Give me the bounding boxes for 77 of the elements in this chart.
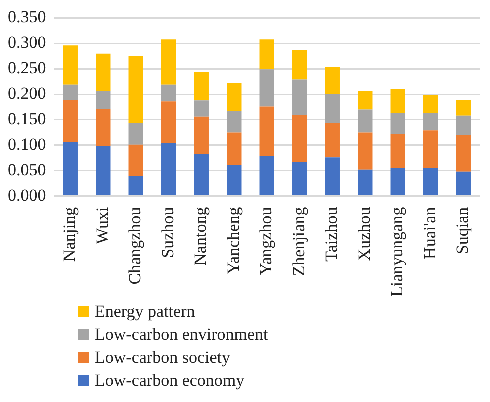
bar: [292, 50, 308, 80]
y-tick-label: 0.250: [8, 58, 46, 78]
x-tick-label: Xuzhou: [354, 206, 374, 262]
bar: [325, 158, 340, 196]
bar: [96, 146, 111, 196]
bar: [63, 100, 78, 142]
bar: [292, 80, 308, 116]
bar: [260, 40, 274, 70]
x-tick-label: Wuxi: [92, 207, 112, 244]
bar: [292, 115, 308, 162]
bar: [194, 116, 209, 154]
bar: [260, 106, 274, 156]
bar: [260, 70, 274, 107]
legend-label: Low-carbon economy: [95, 370, 245, 390]
bar: [227, 83, 242, 112]
y-tick-label: 0.200: [8, 84, 46, 103]
x-tick-label: Nantong: [191, 206, 210, 266]
bar: [194, 154, 209, 196]
x-tick-label: Changzhou: [126, 206, 145, 285]
bar: [128, 144, 144, 176]
bar: [260, 156, 274, 196]
bar: [456, 116, 471, 136]
bar: [456, 172, 471, 196]
bar: [96, 54, 111, 92]
x-tick-label: Yangzhou: [256, 206, 276, 276]
bar: [96, 109, 111, 146]
bar: [358, 110, 373, 133]
bar: [325, 123, 340, 158]
bar: [390, 168, 406, 196]
bar: [63, 142, 78, 196]
legend-label: Low-carbon environment: [95, 324, 268, 344]
bar: [292, 162, 308, 196]
x-tick-label: Suzhou: [158, 206, 178, 258]
bar: [358, 90, 373, 110]
bar: [227, 165, 242, 196]
x-tick-label: Lianyungang: [388, 206, 407, 298]
bar: [227, 111, 242, 133]
bar: [128, 56, 144, 124]
bar: [424, 130, 438, 168]
bar: [390, 113, 406, 134]
bar: [128, 123, 144, 145]
bar: [456, 135, 471, 172]
bar: [63, 84, 78, 100]
bar: [63, 46, 78, 85]
bar: [424, 96, 438, 114]
bar: [456, 100, 471, 116]
x-tick-label: Taizhou: [322, 206, 342, 262]
bar: [390, 89, 406, 114]
y-tick-label: 0.000: [8, 186, 46, 205]
y-tick-label: 0.350: [8, 8, 46, 27]
bar: [325, 68, 340, 94]
bar: [162, 102, 176, 144]
legend-label: Low-carbon society: [95, 348, 230, 368]
bar: [358, 170, 373, 196]
bar: [325, 94, 340, 124]
bar: [390, 134, 406, 168]
bar: [194, 100, 209, 117]
x-tick-label: Suqian: [453, 206, 472, 255]
bar: [227, 132, 242, 166]
y-tick-label: 0.100: [8, 134, 46, 154]
x-tick-label: Huai'an: [420, 206, 440, 260]
x-tick-label: Zhenjiang: [289, 206, 308, 276]
bar: [96, 91, 111, 110]
bar: [424, 168, 438, 196]
bar: [358, 132, 373, 170]
bar: [162, 143, 176, 196]
x-tick-label: Yancheng: [224, 206, 243, 275]
bar: [162, 84, 176, 102]
bar: [128, 176, 144, 196]
bar: [162, 40, 176, 85]
legend-label: Energy pattern: [95, 302, 196, 322]
y-tick-label: 0.150: [8, 109, 46, 128]
bar: [194, 72, 209, 101]
bar: [424, 113, 438, 131]
y-tick-label: 0.300: [8, 33, 46, 52]
x-tick-label: Nanjing: [60, 206, 80, 262]
y-tick-label: 0.050: [8, 160, 46, 180]
